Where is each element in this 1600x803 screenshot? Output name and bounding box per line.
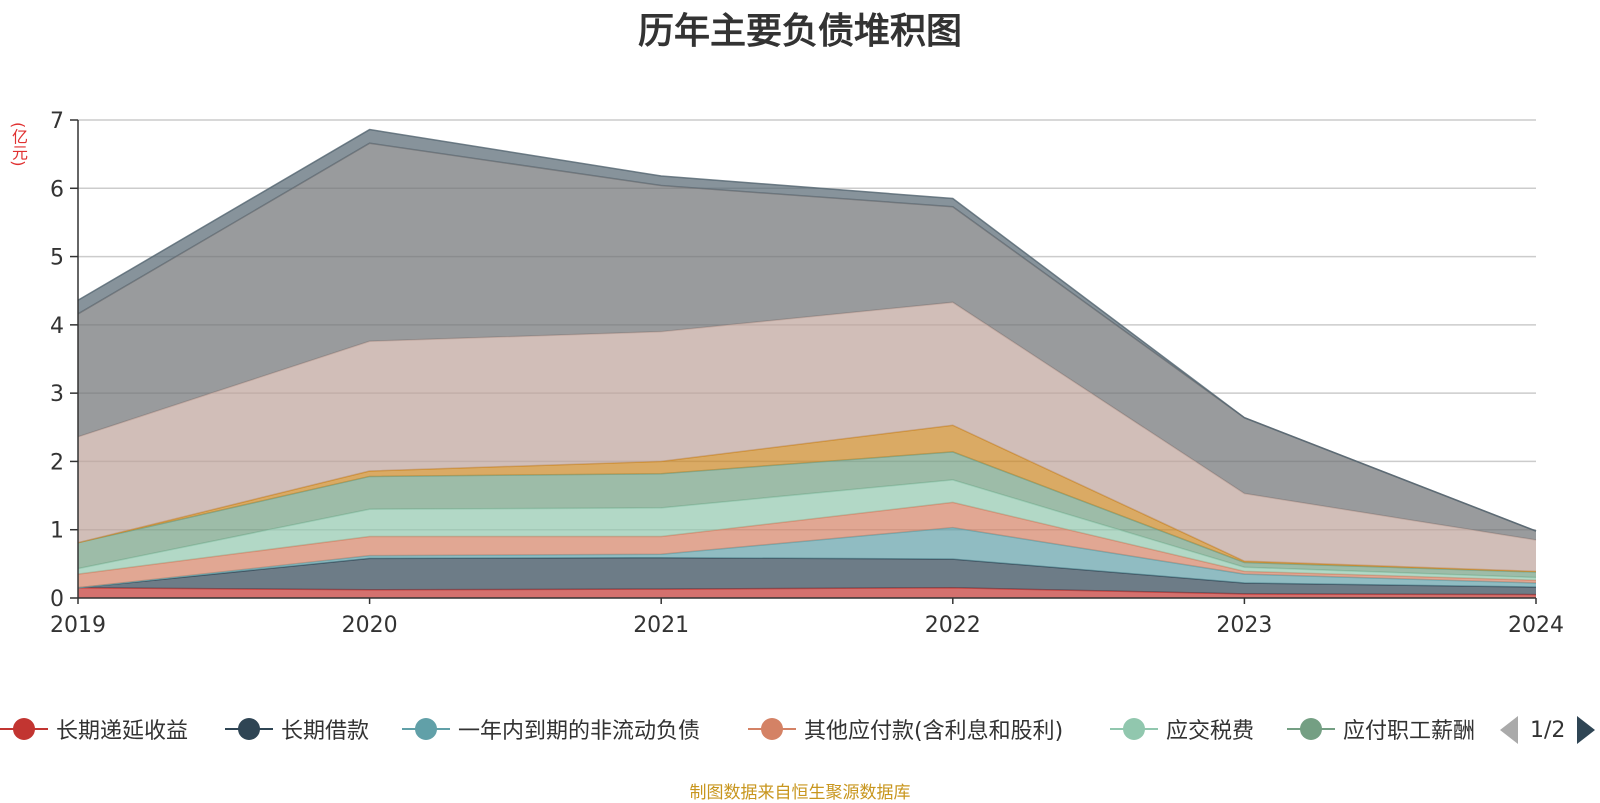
y-tick-label: 5 (50, 246, 64, 271)
legend-marker-icon (748, 714, 796, 744)
area-series-7 (78, 302, 1536, 572)
legend-marker-icon (1287, 714, 1335, 744)
legend-item-long-term-loans[interactable]: 长期借款 (225, 712, 369, 746)
y-tick-label: 2 (50, 450, 64, 475)
legend-page-indicator: 1/2 (1530, 717, 1566, 743)
area-series-line-9 (77, 128, 1537, 532)
legend-label: 应交税费 (1166, 719, 1255, 744)
legend-item-payroll-payable[interactable]: 应付职工薪酬 (1287, 712, 1475, 746)
legend: 长期递延收益 长期借款 一年内到期的非流动负债 其他应付款(含利息和股利) 应交… (0, 712, 1600, 752)
legend-label: 一年内到期的非流动负债 (458, 719, 701, 744)
legend-marker-icon (225, 714, 273, 744)
chart-title: 历年主要负债堆积图 (637, 11, 962, 52)
legend-item-current-portion-noncurrent[interactable]: 一年内到期的非流动负债 (402, 712, 700, 746)
legend-item-long-deferred-income[interactable]: 长期递延收益 (0, 712, 188, 746)
legend-pager: 1/2 (1500, 716, 1596, 744)
legend-marker-icon (402, 714, 450, 744)
area-series-line-3 (77, 501, 1537, 581)
y-tick-label: 1 (50, 519, 64, 544)
area-series-4 (78, 479, 1536, 581)
y-tick-label: 0 (50, 587, 64, 612)
x-tick-label: 2022 (925, 613, 981, 638)
area-series-line-6 (77, 424, 1537, 573)
y-tick-label: 3 (50, 382, 64, 407)
legend-label: 应付职工薪酬 (1343, 719, 1476, 744)
area-series-line-7 (77, 301, 1537, 541)
legend-marker-icon (1110, 714, 1158, 744)
y-axis-unit: (亿元) (9, 122, 28, 167)
legend-item-taxes-payable[interactable]: 应交税费 (1110, 712, 1254, 746)
legend-label: 长期递延收益 (56, 719, 189, 744)
y-tick-label: 7 (50, 109, 64, 134)
x-tick-label: 2023 (1216, 613, 1272, 638)
x-tick-label: 2020 (342, 613, 398, 638)
area-series-6 (78, 425, 1536, 573)
legend-items-viewport: 长期递延收益 长期借款 一年内到期的非流动负债 其他应付款(含利息和股利) 应交… (0, 712, 1480, 752)
y-tick-label: 4 (50, 314, 64, 339)
x-tick-label: 2024 (1508, 613, 1564, 638)
stacked-area-chart: 0 1 2 3 4 5 6 7 2019 2020 2021 2022 2023 2024 (50, 109, 1564, 638)
x-tick-label: 2019 (50, 613, 106, 638)
area-series-line-2 (77, 526, 1537, 589)
legend-marker-icon (0, 714, 48, 744)
data-source-note: 制图数据来自恒生聚源数据库 (689, 783, 911, 803)
x-tick-label: 2021 (633, 613, 689, 638)
area-series-1 (78, 557, 1536, 595)
area-series-5 (78, 451, 1536, 578)
legend-label: 长期借款 (281, 719, 370, 744)
legend-label: 其他应付款(含利息和股利) (804, 719, 1064, 744)
legend-prev-page-icon[interactable] (1500, 716, 1518, 744)
legend-item-other-payables[interactable]: 其他应付款(含利息和股利) (748, 712, 1063, 746)
area-series-2 (78, 527, 1536, 588)
area-series-8 (78, 143, 1536, 540)
legend-next-page-icon[interactable] (1577, 716, 1596, 744)
y-tick-label: 6 (50, 177, 64, 202)
